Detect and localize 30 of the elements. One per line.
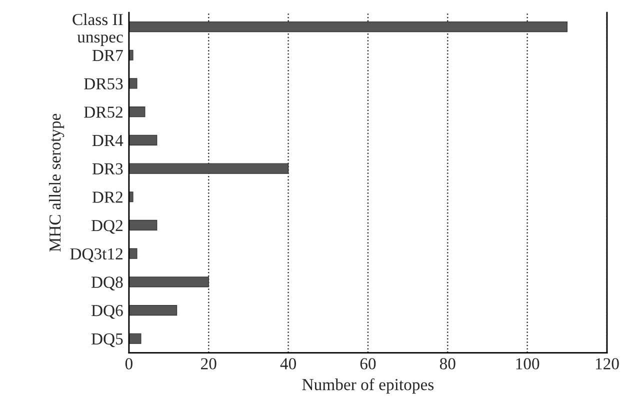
bar	[128, 50, 134, 60]
x-tick-label: 120	[596, 358, 619, 370]
bar	[128, 134, 158, 146]
bar	[128, 78, 138, 89]
x-tick-label: 60	[360, 358, 376, 370]
y-axis-title: MHC allele serotype	[48, 114, 64, 252]
bar	[128, 304, 178, 316]
x-tick-label: 80	[440, 358, 456, 370]
y-tick-label: DQ3t12	[70, 248, 122, 262]
y-tick-label: Class II unspec	[72, 13, 123, 46]
x-tick-label: 40	[280, 358, 296, 370]
x-tick-label: 0	[125, 358, 132, 370]
y-tick-label: DR7	[92, 50, 123, 61]
y-tick-label: DR2	[92, 192, 122, 203]
bar	[128, 333, 142, 344]
y-tick-label: DQ5	[91, 333, 123, 348]
y-tick-label: DR53	[84, 78, 123, 90]
y-tick-label: DQ2	[91, 220, 122, 234]
y-tick-label: DQ6	[91, 305, 123, 319]
bar	[128, 192, 134, 202]
x-tick-label: 20	[201, 358, 216, 370]
y-tick-label: DR52	[84, 106, 122, 118]
x-tick-label: 100	[516, 358, 540, 370]
bar	[128, 106, 146, 118]
y-tick-label: DR3	[92, 163, 123, 174]
y-tick-label: DQ8	[91, 276, 123, 290]
bar	[128, 220, 158, 231]
y-tick-label: DR4	[92, 134, 124, 146]
bar	[128, 248, 138, 259]
x-axis-title: Number of epitopes	[302, 378, 434, 394]
